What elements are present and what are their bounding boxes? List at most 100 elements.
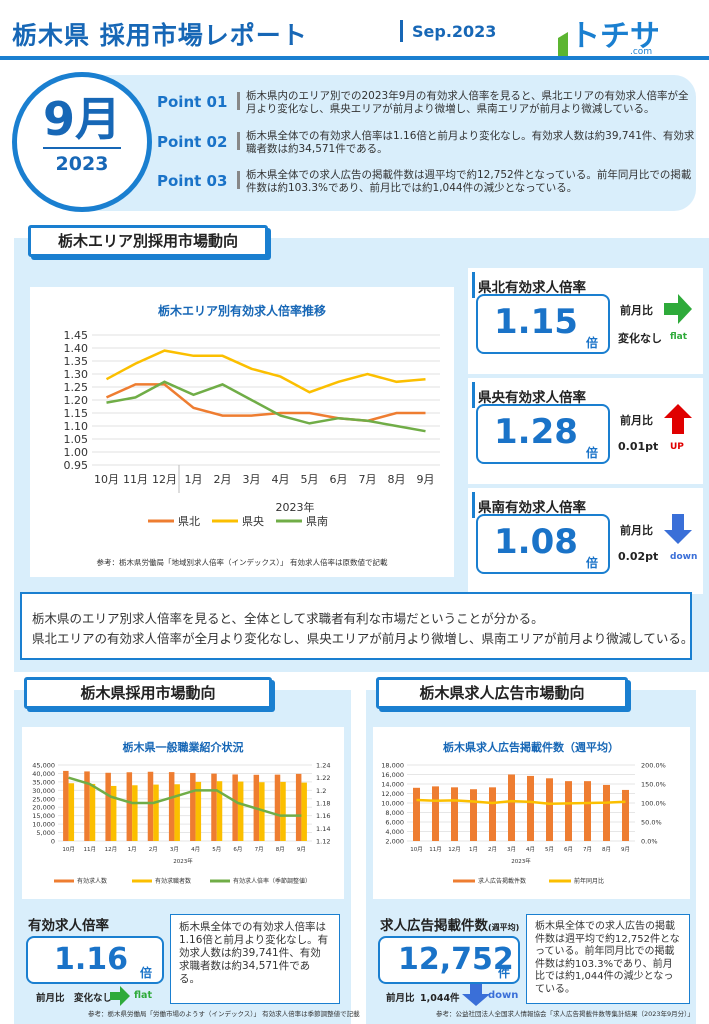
report-date: Sep.2023 [412, 22, 497, 41]
ad-section-title: 栃木県求人広告市場動向 [376, 677, 628, 709]
bar-有効求人数 [232, 774, 238, 841]
kpi-unit: 倍 [586, 446, 599, 460]
y2-tick-label: 1.12 [316, 838, 330, 846]
x-tick-label: 4月 [526, 846, 535, 853]
y-tick-label: 1.20 [64, 394, 89, 407]
y-tick-label: 2,000 [385, 838, 404, 846]
area-chart-panel: 栃木エリア別有効求人倍率推移 1.45 1.40 1.35 1.30 1.25 1.20 1.… [30, 287, 454, 577]
x-tick-label: 6月 [564, 846, 573, 853]
header-underline [0, 56, 709, 60]
kpi-tag: flat [670, 332, 688, 342]
x-tick-label: 9月 [417, 473, 435, 486]
y-tick-label: 0 [51, 838, 55, 846]
kpi-arrow [664, 404, 692, 434]
point-text: 栃木県全体での有効求人倍率は1.16倍と前月より変化なし。有効求人数は約39,7… [246, 130, 695, 155]
kpi-arrow [664, 514, 692, 544]
ad-chart-panel: 栃木県求人広告掲載件数（週平均） 18,000 16,000 14,000 12,000… [373, 727, 690, 899]
legend-label: 県北 [178, 515, 200, 528]
kpi-value: 1.28 [494, 412, 578, 452]
x-tick-label: 3月 [243, 473, 261, 486]
summary-line: 栃木県のエリア別求人倍率を見ると、全体として求職者有利な市場だということが分かる… [32, 611, 544, 626]
bar-有効求人数 [126, 772, 133, 841]
chart-title: 栃木県求人広告掲載件数（週平均） [443, 740, 619, 754]
ad-kpi-value: 12,752 [398, 942, 514, 977]
bar-有効求職者数 [237, 781, 244, 841]
kpi-value-box: 1.15 倍 [476, 294, 610, 354]
y2-tick-label: 0.0% [641, 838, 658, 846]
job-kpi-tag: flat [134, 990, 152, 1001]
x-tick-label: 5月 [545, 846, 554, 853]
ad-kpi: 求人広告掲載件数(週平均) 12,752 件 前月比 1,044件 down [376, 910, 526, 1010]
x-tick-label: 2月 [149, 846, 158, 853]
ad-kpi-title-sub: (週平均) [488, 923, 520, 932]
down-arrow-icon [462, 984, 490, 1006]
ad-kpi-tag: down [488, 990, 519, 1001]
point-divider [237, 171, 240, 189]
series-line-県央 [105, 349, 426, 394]
kpi-accent [472, 382, 475, 408]
x-tick-label: 1月 [469, 846, 478, 853]
kpi-value: 1.15 [494, 302, 578, 342]
y-tick-label: 1.40 [64, 342, 89, 355]
legend-label: 有効求人数 [77, 877, 107, 885]
bar-有効求人数 [147, 771, 154, 841]
kpi-unit: 倍 [586, 336, 599, 350]
ad-kpi-value-box: 12,752 件 [378, 936, 520, 984]
series-line-県北 [105, 383, 426, 423]
badge-year: 2023 [55, 153, 109, 175]
job-kpi-cmp: 前月比 [36, 993, 65, 1004]
y-tick-label: 10,000 [381, 800, 404, 808]
ad-desc: 栃木県全体での求人広告の掲載件数は週平均で約12,752件となっている。前年同月… [526, 914, 690, 1004]
job-bar-chart: 栃木県一般職業紹介状況 45,00040,00035,00030,00025,00… [32, 740, 330, 885]
ad-kpi-unit: 件 [498, 966, 511, 980]
legend-label: 求人広告掲載件数 [478, 877, 526, 885]
job-chart-panel: 栃木県一般職業紹介状況 45,000 40,000 35,000 30,000 25,00… [22, 727, 344, 899]
bar-求人広告掲載件数 [603, 784, 610, 841]
y-tick-label: 14,000 [381, 781, 404, 789]
y2-tick-label: 1.24 [316, 762, 330, 770]
point-label: Point 03 [157, 172, 228, 190]
bar-求人広告掲載件数 [489, 787, 496, 841]
bar-有効求人数 [168, 772, 175, 841]
legend-label: 有効求職者数 [155, 877, 191, 885]
flat-arrow-icon [110, 986, 130, 1006]
bar-有効求人数 [84, 771, 90, 841]
y-tick-label: 25,000 [32, 795, 55, 803]
x-axis-label: 2023年 [276, 500, 315, 514]
job-kpi-title: 有効求人倍率 [28, 918, 109, 934]
kpi-unit: 倍 [586, 556, 599, 570]
y-tick-label: 30,000 [32, 787, 55, 795]
kpi-tag: down [670, 552, 698, 562]
x-tick-label: 1月 [185, 473, 203, 486]
ad-kpi-change: 1,044件 [420, 993, 460, 1004]
badge-month: 9月 [42, 92, 121, 146]
x-tick-label: 12月 [105, 846, 118, 853]
y-tick-label: 1.30 [64, 368, 89, 381]
y-tick-label: 1.05 [64, 433, 89, 446]
bar-有効求人数 [274, 774, 281, 841]
bar-求人広告掲載件数 [546, 778, 553, 841]
points-panel [56, 75, 696, 211]
x-tick-label: 5月 [301, 473, 319, 486]
y-tick-label: 0.95 [64, 459, 89, 472]
bar-求人広告掲載件数 [622, 789, 629, 841]
tochisai-logo[interactable]: トチサーイ .com [558, 8, 709, 57]
x-tick-label: 9月 [621, 846, 630, 853]
x-tick-label: 10月 [410, 846, 423, 853]
series-line-前年同月比 [416, 798, 626, 806]
chart-title: 栃木県一般職業紹介状況 [123, 740, 244, 754]
x-tick-label: 2月 [488, 846, 497, 853]
job-section-title: 栃木県採用市場動向 [24, 677, 272, 709]
kpi-change: 0.02pt [618, 550, 659, 563]
kpi-cmp: 前月比 [620, 304, 653, 317]
kpi-title: 県北有効求人倍率 [478, 280, 586, 296]
y-tick-label: 35,000 [32, 778, 55, 786]
bar-有効求職者数 [216, 781, 223, 841]
up-arrow-icon [664, 404, 692, 434]
y2-tick-label: 1.14 [316, 825, 330, 833]
kpi-title: 県南有効求人倍率 [478, 500, 586, 516]
badge-divider [43, 147, 121, 149]
bar-有効求職者数 [195, 781, 202, 841]
x-tick-label: 8月 [276, 846, 285, 853]
x-tick-label: 1月 [128, 846, 137, 853]
